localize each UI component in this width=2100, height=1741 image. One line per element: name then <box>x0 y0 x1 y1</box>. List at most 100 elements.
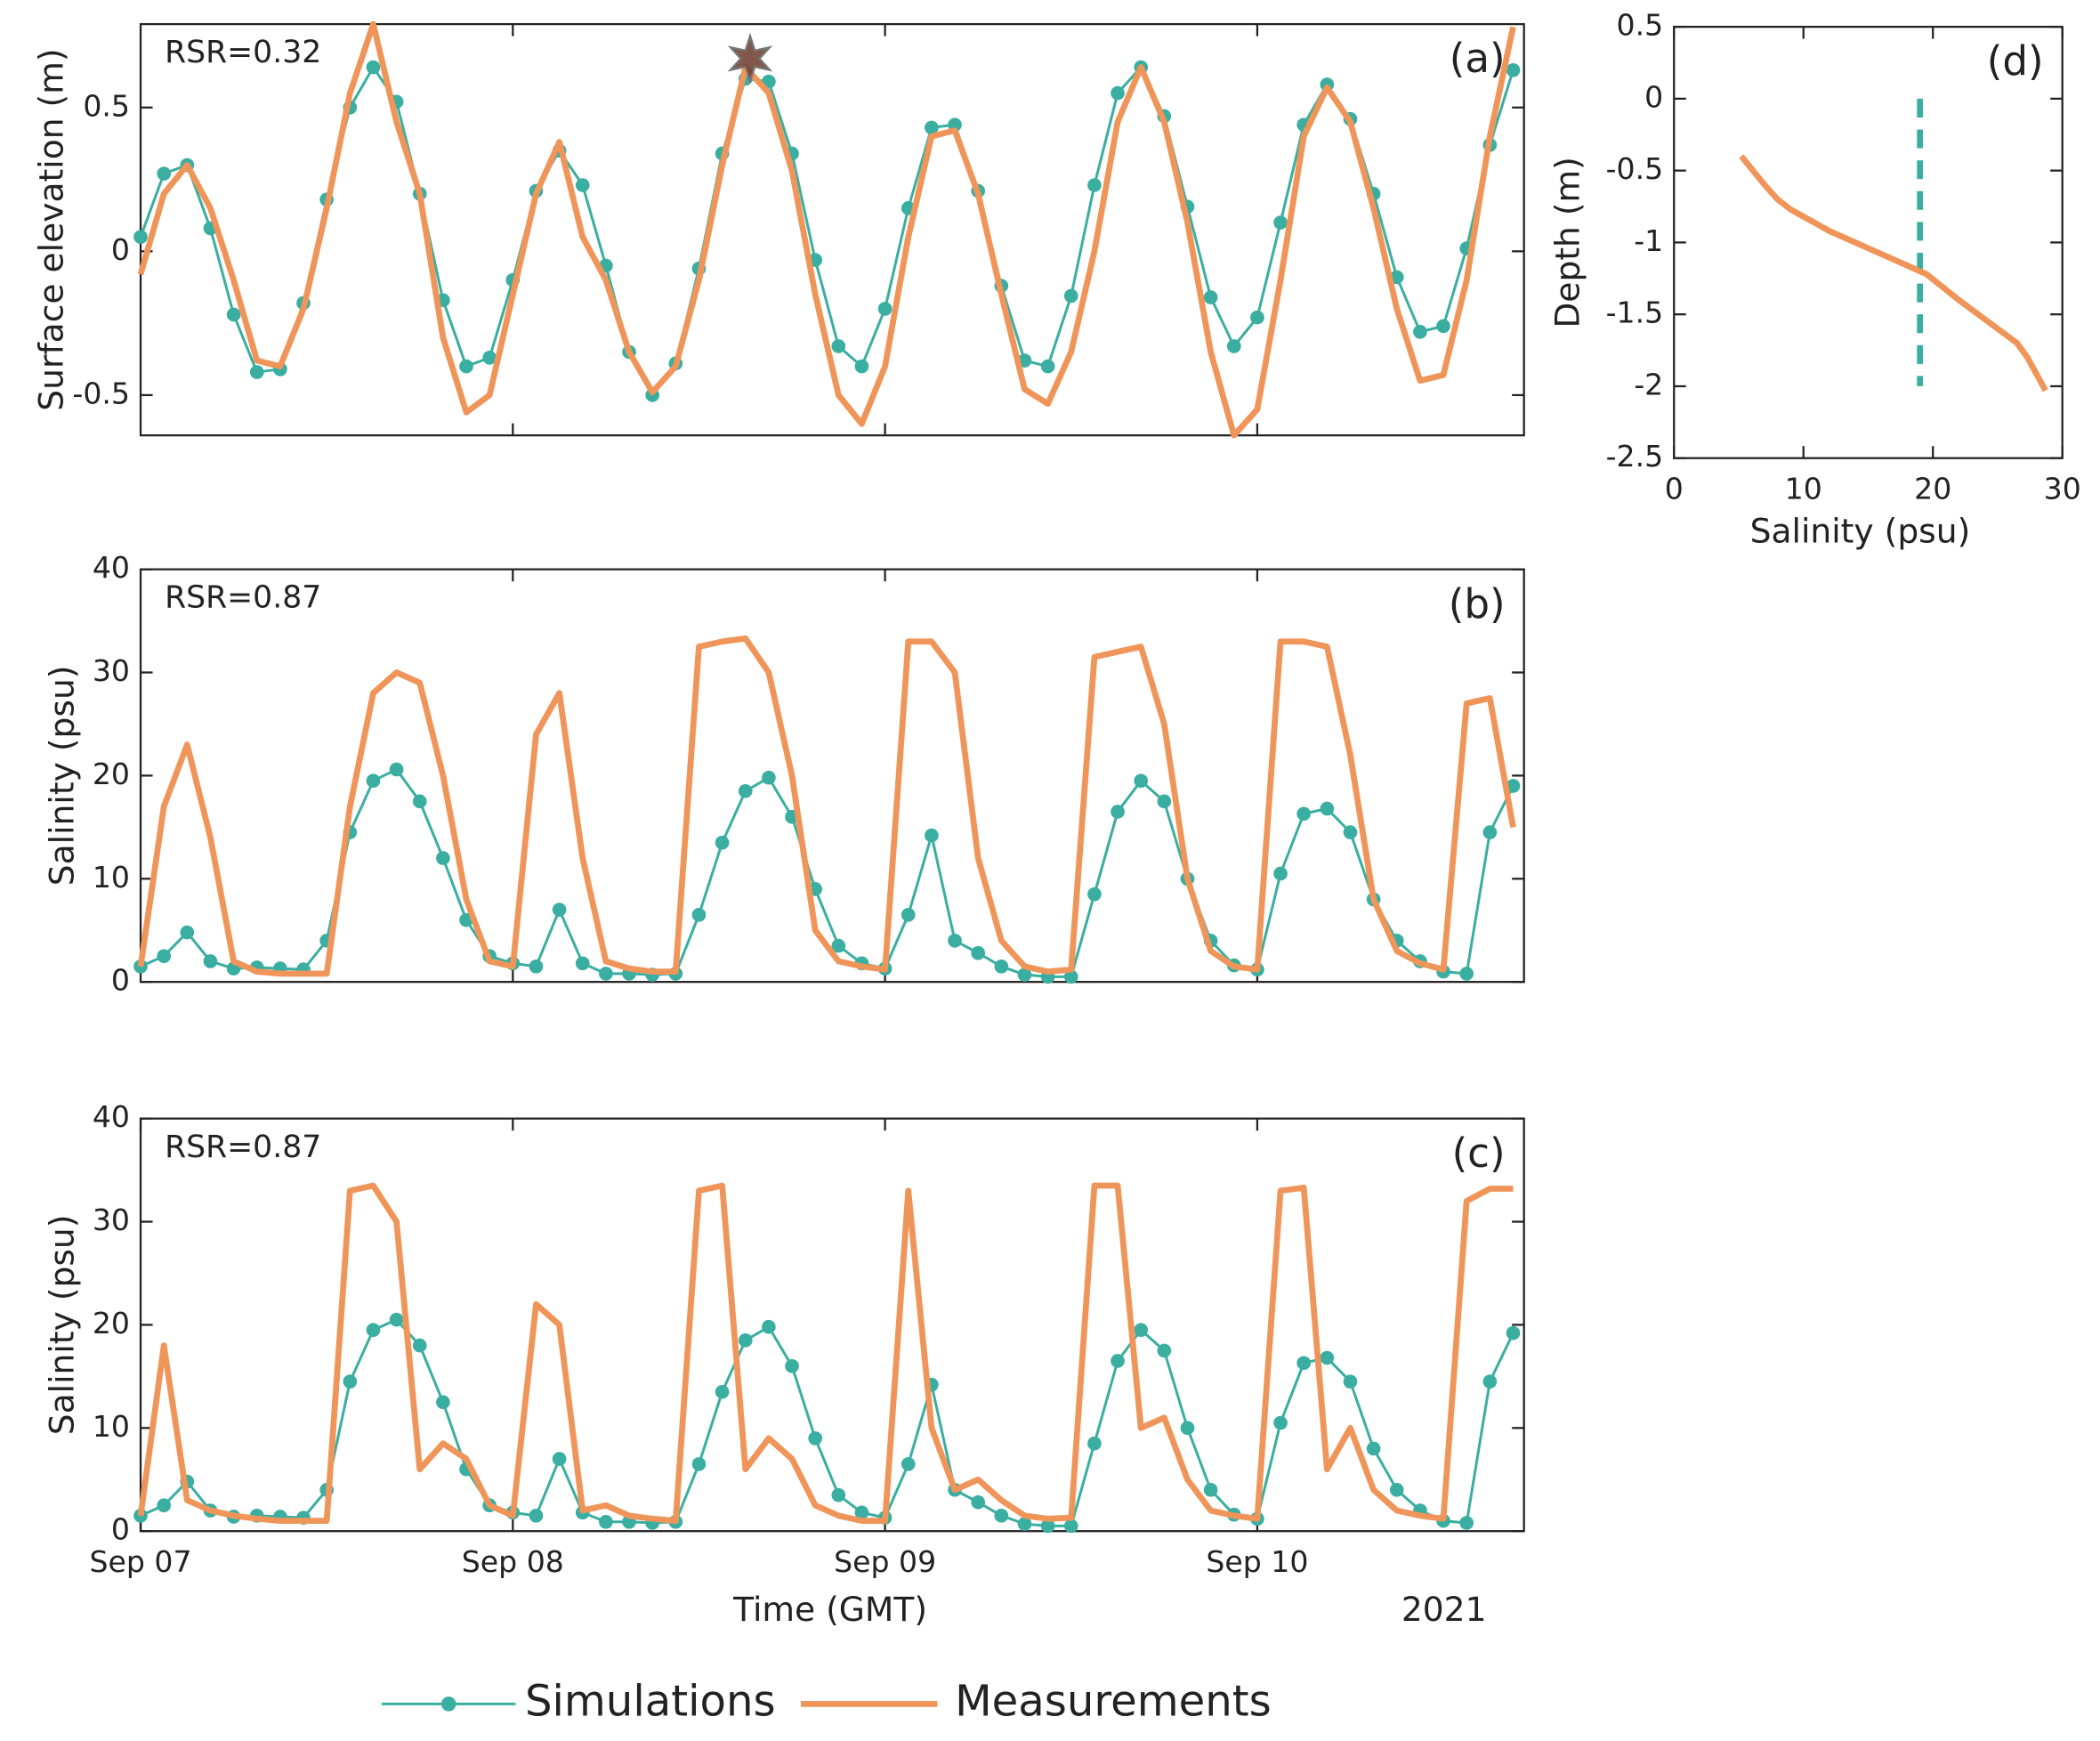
series-dot <box>482 351 497 365</box>
x-tick-label: 20 <box>1914 471 1951 506</box>
year-label: 2021 <box>1401 1590 1487 1629</box>
series-dot <box>1134 1323 1149 1338</box>
y-tick-label: 0 <box>111 1512 130 1547</box>
y-tick-label: -1 <box>1634 223 1663 258</box>
series-dot <box>831 938 846 953</box>
series-dot <box>1040 359 1055 374</box>
series-dot <box>1343 825 1358 839</box>
series-dot <box>1063 288 1078 304</box>
series-dot <box>1180 1421 1195 1436</box>
y-tick-label: 20 <box>93 1306 130 1340</box>
highlight-star <box>727 32 773 85</box>
series-dot <box>459 359 473 374</box>
y-tick-label: 30 <box>93 653 130 688</box>
y-tick-label: 40 <box>93 550 130 585</box>
series-dot <box>854 1505 869 1520</box>
series-dot <box>1226 339 1241 353</box>
y-axis-label: Depth (m) <box>1547 157 1587 328</box>
x-tick-label: Sep 09 <box>834 1544 936 1579</box>
series-dot <box>1506 62 1521 77</box>
y-tick-label: 40 <box>93 1099 130 1134</box>
series-dot <box>994 1509 1009 1523</box>
y-tick-label: 10 <box>93 860 130 895</box>
series-dot <box>1111 805 1125 819</box>
series-dot <box>436 851 450 865</box>
series-dot <box>249 365 264 379</box>
x-tick-label: 30 <box>2044 471 2081 506</box>
series-dot <box>1273 215 1288 230</box>
series-line <box>137 20 1516 439</box>
series-dot <box>157 949 171 964</box>
series-dot <box>412 794 427 809</box>
series-dot <box>1320 801 1335 816</box>
series-dot <box>157 166 171 181</box>
legend-label: Simulations <box>525 1676 776 1726</box>
series-line <box>137 1182 1514 1525</box>
series-dot <box>1296 806 1312 822</box>
y-axis-label: Salinity (psu) <box>43 1215 82 1436</box>
y-tick-label: 30 <box>93 1203 130 1237</box>
series-dot <box>366 60 381 75</box>
series-dot <box>366 1323 381 1338</box>
plot-frame <box>139 22 1525 437</box>
rsr-annotation: RSR=0.87 <box>165 580 321 616</box>
panel-label: (b) <box>1449 580 1506 628</box>
panel: 0 10 20 30 40 Salinity (psu) RSR=0.87 (b) <box>43 550 1525 998</box>
series-dot <box>389 762 404 777</box>
panel-label: (a) <box>1450 35 1506 82</box>
series-dot <box>1413 324 1427 339</box>
x-tick-label: Sep 08 <box>462 1544 564 1579</box>
series-line <box>1739 154 2048 393</box>
series-dot <box>599 967 613 981</box>
series-dot <box>1296 1356 1312 1371</box>
series-dot <box>1017 968 1032 982</box>
series-dot <box>389 1312 404 1327</box>
plot-frame <box>139 568 1525 984</box>
x-tick-label: Sep 07 <box>89 1544 191 1579</box>
series-dot <box>1063 1518 1078 1534</box>
series-dot <box>1506 1325 1521 1340</box>
series-dot <box>715 835 730 850</box>
series-dot <box>552 903 567 917</box>
series-dot <box>854 359 869 374</box>
panel-label: (d) <box>1987 37 2044 85</box>
series-dot <box>994 959 1009 974</box>
series-dot <box>1111 85 1125 101</box>
series-dot <box>762 1319 776 1334</box>
series-dot <box>715 1384 730 1399</box>
series-dot <box>1389 1483 1404 1497</box>
series-dot <box>157 1498 171 1513</box>
series-dot <box>877 302 892 316</box>
series-line <box>140 1318 1514 1527</box>
series-dot <box>1482 825 1498 839</box>
series-dot <box>1111 1354 1125 1368</box>
series-dot <box>1366 1441 1381 1456</box>
series-dot <box>971 945 986 960</box>
series-dot <box>971 1494 986 1510</box>
series-dot <box>1203 1483 1218 1497</box>
series-dot <box>599 1514 613 1529</box>
series-line <box>139 66 1514 397</box>
series-dot <box>226 307 241 322</box>
y-tick-label: 0.5 <box>83 88 130 123</box>
y-tick-label: 10 <box>93 1409 130 1444</box>
series-dot <box>1157 794 1172 809</box>
series-dot <box>529 959 544 974</box>
y-tick-label: -2.5 <box>1606 439 1664 474</box>
legend-label: Measurements <box>955 1676 1272 1726</box>
series-dot <box>133 230 148 245</box>
series-dot <box>1273 1415 1288 1430</box>
series-dot <box>1436 319 1450 334</box>
series-dot <box>1459 1516 1474 1530</box>
x-tick-label: 0 <box>1665 471 1684 506</box>
y-tick-label: 0.5 <box>1617 8 1664 43</box>
series-dot <box>529 1509 544 1523</box>
plot-frame <box>1673 25 2064 459</box>
rsr-annotation: RSR=0.87 <box>165 1130 321 1165</box>
panel-label: (c) <box>1452 1130 1506 1177</box>
series-dot <box>1134 773 1149 789</box>
series-dot <box>808 1431 823 1445</box>
